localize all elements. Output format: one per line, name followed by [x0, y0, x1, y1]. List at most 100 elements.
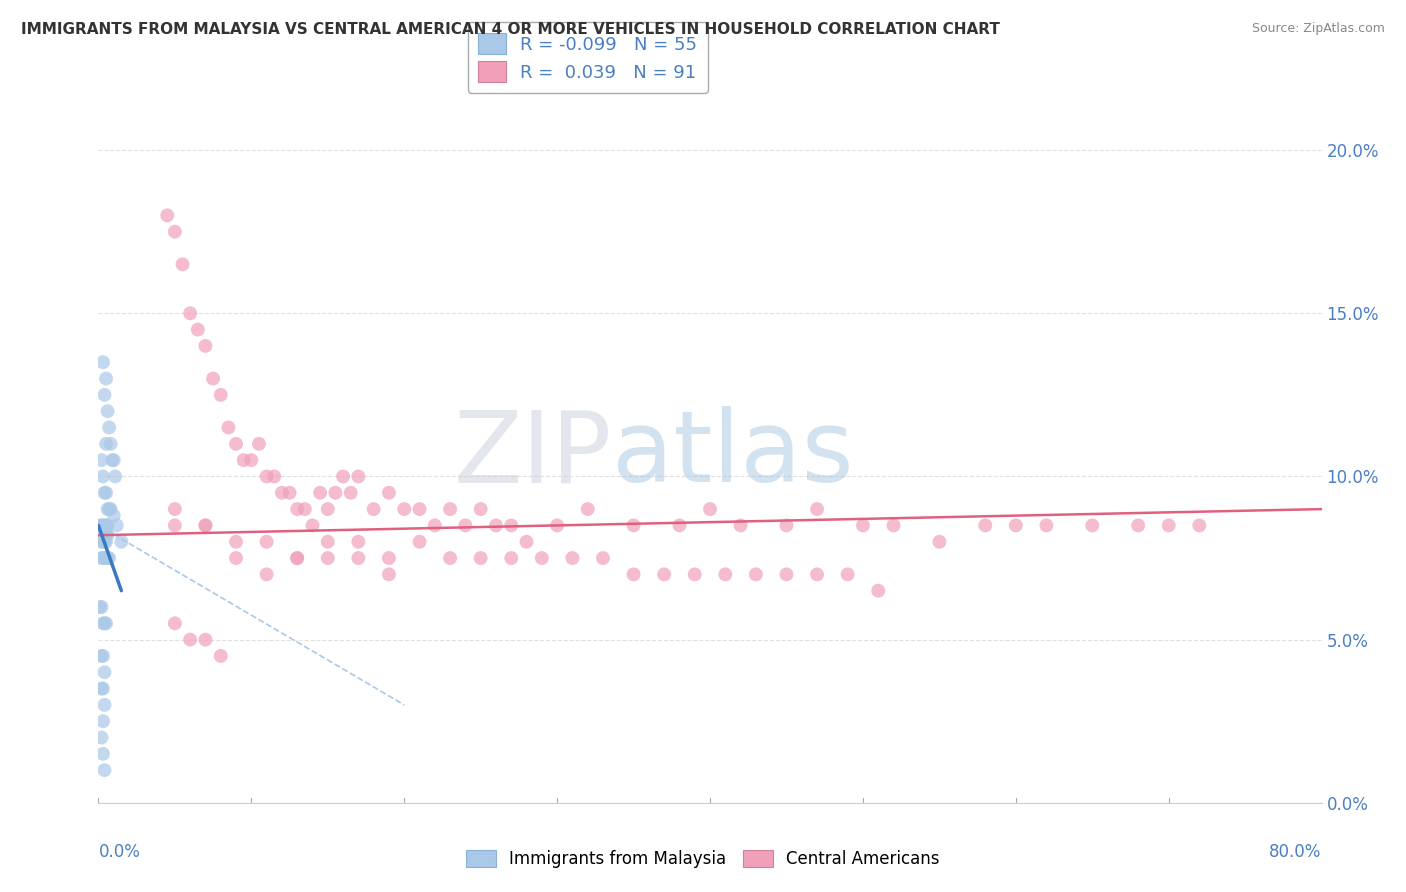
Point [93, 551, 115, 566]
Point [699, 502, 721, 516]
Point [100, 437, 122, 451]
Point [668, 518, 690, 533]
Point [439, 502, 461, 516]
Point [270, 485, 294, 500]
Point [470, 502, 492, 516]
Point [163, 502, 186, 516]
Point [1004, 518, 1026, 533]
Point [94, 534, 117, 549]
Point [98, 420, 121, 434]
Point [623, 518, 645, 533]
Point [347, 469, 370, 483]
Point [91, 551, 114, 566]
Point [91, 518, 114, 533]
Point [439, 551, 461, 566]
Point [378, 567, 401, 582]
Point [225, 437, 247, 451]
Point [285, 551, 308, 566]
Point [93, 616, 115, 631]
Point [378, 551, 401, 566]
Point [316, 534, 339, 549]
Point [454, 518, 477, 533]
Text: ZIP: ZIP [454, 407, 612, 503]
Point [93, 524, 115, 539]
Point [93, 763, 115, 777]
Point [101, 453, 124, 467]
Point [775, 567, 797, 582]
Point [852, 518, 875, 533]
Point [332, 469, 354, 483]
Point [256, 469, 278, 483]
Point [89, 599, 111, 614]
Point [868, 583, 890, 598]
Point [347, 534, 370, 549]
Point [91, 534, 114, 549]
Point [256, 567, 278, 582]
Point [363, 502, 385, 516]
Point [97, 528, 120, 542]
Point [339, 485, 361, 500]
Text: Source: ZipAtlas.com: Source: ZipAtlas.com [1251, 22, 1385, 36]
Point [90, 731, 112, 745]
Point [714, 567, 737, 582]
Point [91, 747, 114, 761]
Point [209, 648, 232, 663]
Point [89, 518, 111, 533]
Text: 0.0%: 0.0% [98, 843, 141, 861]
Point [806, 567, 828, 582]
Point [97, 551, 120, 566]
Point [1035, 518, 1057, 533]
Point [91, 648, 114, 663]
Point [104, 469, 127, 483]
Point [98, 502, 121, 516]
Point [163, 225, 186, 239]
Point [94, 437, 117, 451]
Point [90, 551, 112, 566]
Point [623, 567, 645, 582]
Point [202, 371, 225, 385]
Point [530, 551, 553, 566]
Point [103, 508, 125, 523]
Point [90, 453, 112, 467]
Point [316, 551, 339, 566]
Point [91, 681, 114, 696]
Point [325, 485, 347, 500]
Point [103, 453, 125, 467]
Point [652, 567, 675, 582]
Point [408, 534, 430, 549]
Point [1188, 518, 1211, 533]
Point [974, 518, 997, 533]
Point [194, 339, 217, 353]
Point [100, 502, 122, 516]
Point [1081, 518, 1104, 533]
Point [883, 518, 905, 533]
Point [309, 485, 332, 500]
Point [94, 485, 117, 500]
Point [301, 518, 323, 533]
Point [90, 518, 112, 533]
Text: IMMIGRANTS FROM MALAYSIA VS CENTRAL AMERICAN 4 OR MORE VEHICLES IN HOUSEHOLD COR: IMMIGRANTS FROM MALAYSIA VS CENTRAL AMER… [21, 22, 1000, 37]
Point [90, 681, 112, 696]
Point [93, 518, 115, 533]
Point [94, 518, 117, 533]
Point [561, 551, 583, 566]
Point [93, 388, 115, 402]
Point [90, 599, 112, 614]
Point [285, 551, 308, 566]
Point [576, 502, 599, 516]
Point [94, 551, 117, 566]
Point [194, 518, 217, 533]
Point [91, 714, 114, 729]
Point [730, 518, 752, 533]
Point [105, 518, 128, 533]
Point [392, 502, 416, 516]
Point [347, 551, 370, 566]
Point [806, 502, 828, 516]
Point [194, 632, 217, 647]
Point [294, 502, 316, 516]
Point [285, 502, 308, 516]
Point [163, 518, 186, 533]
Point [93, 534, 115, 549]
Point [110, 534, 132, 549]
Point [928, 534, 950, 549]
